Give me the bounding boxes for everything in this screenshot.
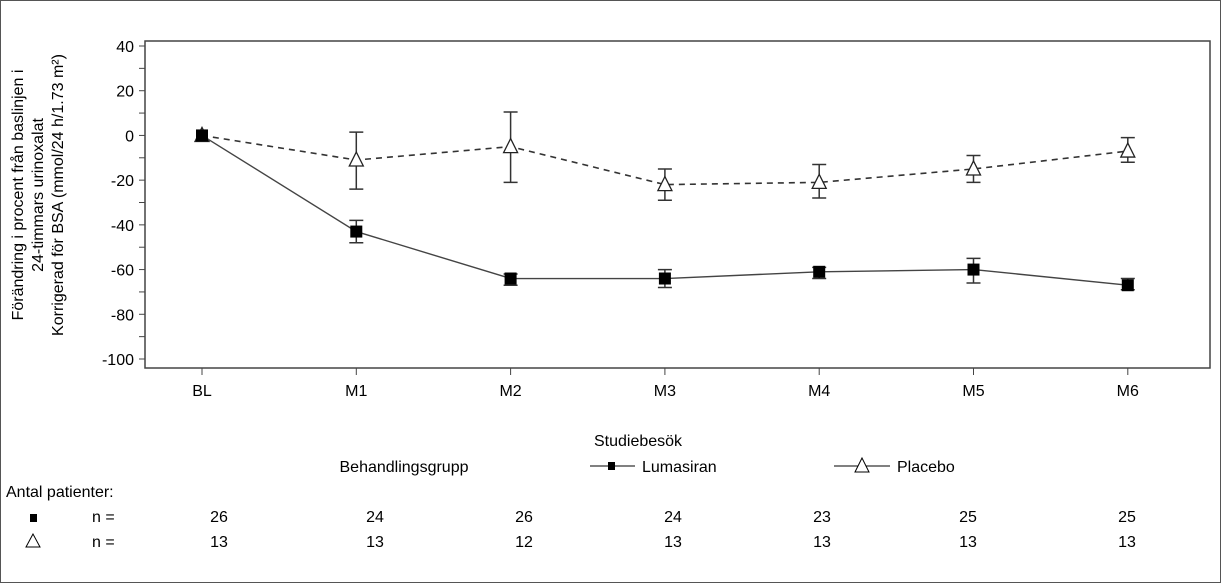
placebo-count: 12 — [515, 534, 533, 551]
y-tick-label: -60 — [111, 263, 134, 280]
placebo-point — [811, 172, 828, 190]
lumasiran-point — [504, 272, 517, 285]
legend-lumasiran-label: Lumasiran — [642, 459, 717, 476]
x-axis-label: Studiebesök — [594, 433, 683, 450]
lumasiran-point — [967, 263, 980, 276]
placebo-count: 13 — [664, 534, 682, 551]
legend-placebo-label: Placebo — [897, 459, 955, 476]
legend-placebo: Placebo — [834, 456, 955, 476]
placebo-count: 13 — [366, 534, 384, 551]
legend-triangle-icon — [854, 456, 870, 473]
x-tick-label-M3: M3 — [654, 383, 676, 400]
lumasiran-count: 26 — [515, 509, 533, 526]
y-tick-label: -100 — [102, 352, 134, 369]
x-tick-label-BL: BL — [192, 383, 212, 400]
x-tick-label-M5: M5 — [962, 383, 984, 400]
lumasiran-count: 25 — [959, 509, 977, 526]
y-tick-label: 20 — [116, 84, 134, 101]
placebo-count: 13 — [813, 534, 831, 551]
plot-frame — [144, 40, 1211, 369]
lumasiran-point — [813, 265, 826, 278]
placebo-point — [348, 150, 365, 167]
lumasiran-count: 24 — [664, 509, 682, 526]
y-axis-label-line-1: Förändring i procent från baslinjen i — [9, 70, 27, 321]
placebo-point — [1119, 141, 1136, 158]
y-tick-label: -80 — [111, 307, 134, 324]
y-axis-label-line-2: 24-timmars urinoxalat — [30, 118, 47, 272]
x-tick-label-M2: M2 — [499, 383, 521, 400]
legend-lumasiran: Lumasiran — [590, 459, 717, 476]
y-tick-label: -40 — [111, 218, 134, 235]
lumasiran-point — [196, 129, 208, 142]
x-tick-label-M1: M1 — [345, 383, 367, 400]
lumasiran-count: 23 — [813, 509, 831, 526]
patients-label: Antal patienter: — [6, 484, 114, 501]
placebo-count: 13 — [959, 534, 977, 551]
y-tick-label: 40 — [116, 39, 134, 56]
lumasiran-point — [350, 225, 363, 238]
lumasiran-point — [1121, 279, 1134, 292]
y-axis-label: Förändring i procent från baslinjen i 24… — [9, 54, 67, 336]
legend-title: Behandlingsgrupp — [340, 459, 469, 476]
patients-square-icon — [30, 514, 37, 522]
placebo-point — [656, 175, 673, 192]
x-tick-label-M4: M4 — [808, 383, 830, 400]
y-axis-label-line-3: Korrigerad för BSA (mmol/24 h/1.73 m²) — [50, 54, 67, 336]
placebo-count: 13 — [1118, 534, 1136, 551]
lumasiran-point — [658, 272, 671, 285]
legend-square-icon — [608, 462, 615, 470]
n-label-lumasiran: n = — [92, 509, 115, 526]
placebo-point — [502, 137, 519, 154]
placebo-point — [965, 159, 982, 176]
lumasiran-count: 25 — [1118, 509, 1136, 526]
placebo-count: 13 — [210, 534, 228, 551]
lumasiran-count: 24 — [366, 509, 384, 526]
y-tick-label: 0 — [125, 128, 134, 145]
lumasiran-count: 26 — [210, 509, 228, 526]
n-label-placebo: n = — [92, 534, 115, 551]
y-tick-label: -20 — [111, 173, 134, 190]
patients-triangle-icon — [25, 532, 41, 548]
x-tick-label-M6: M6 — [1117, 383, 1139, 400]
